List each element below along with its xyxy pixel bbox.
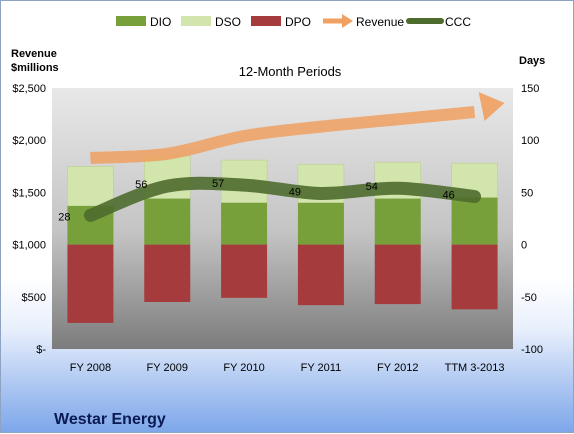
category-label: FY 2009 bbox=[147, 362, 188, 374]
ccc-data-label: 54 bbox=[366, 181, 378, 193]
ccc-line bbox=[83, 176, 482, 222]
left-axis-tick-label: $2,500 bbox=[12, 83, 46, 95]
left-axis-title-line2: $millions bbox=[11, 62, 59, 74]
left-axis-ticks: $- $500 $1,000 $1,500 $2,000 $2,500 bbox=[12, 83, 46, 356]
bar-dpo bbox=[67, 244, 114, 323]
legend-label-dpo: DPO bbox=[285, 15, 311, 29]
legend-swatch-dpo bbox=[251, 16, 281, 26]
company-name: Westar Energy bbox=[54, 411, 166, 428]
right-axis-tick-label: -50 bbox=[521, 292, 537, 304]
bar-dio bbox=[297, 202, 344, 245]
ccc-series: 28 56 57 49 54 46 bbox=[58, 176, 482, 223]
revenue-series bbox=[90, 92, 505, 164]
bar-dio bbox=[221, 202, 268, 245]
right-axis-tick-label: -100 bbox=[521, 344, 543, 356]
left-axis-tick-label: $- bbox=[36, 344, 46, 356]
left-axis-tick-label: $2,000 bbox=[12, 135, 46, 147]
legend-label-revenue: Revenue bbox=[356, 15, 404, 29]
bar-dpo bbox=[451, 244, 498, 310]
legend-swatch-dso bbox=[181, 16, 211, 26]
ccc-data-label: 56 bbox=[135, 179, 147, 191]
ccc-data-label: 46 bbox=[442, 190, 454, 202]
bar-dio bbox=[144, 198, 191, 245]
legend: DIO DSO DPO Revenue CCC bbox=[116, 14, 471, 29]
revenue-arrowhead bbox=[478, 92, 505, 122]
left-axis-title-line1: Revenue bbox=[11, 48, 57, 60]
ccc-data-label: 28 bbox=[58, 211, 70, 223]
category-label: FY 2011 bbox=[301, 362, 342, 374]
category-labels: FY 2008 FY 2009 FY 2010 FY 2011 FY 2012 TTM 3… bbox=[70, 362, 505, 374]
left-axis-tick-label: $1,000 bbox=[12, 240, 46, 252]
right-axis-tick-label: 50 bbox=[521, 187, 533, 199]
legend-label-ccc: CCC bbox=[445, 15, 471, 29]
revenue-line bbox=[90, 106, 476, 164]
category-label: FY 2010 bbox=[223, 362, 264, 374]
bar-dio bbox=[451, 197, 498, 245]
chart-subtitle: 12-Month Periods bbox=[239, 64, 342, 79]
bar-dpo bbox=[374, 244, 421, 305]
bar-dio bbox=[374, 198, 421, 245]
left-axis-tick-label: $1,500 bbox=[12, 187, 46, 199]
right-axis-tick-label: 100 bbox=[521, 135, 539, 147]
legend-swatch-dio bbox=[116, 16, 146, 26]
legend-swatch-revenue bbox=[323, 14, 353, 28]
right-axis-tick-label: 150 bbox=[521, 83, 539, 95]
bar-dso bbox=[67, 166, 114, 207]
bar-dpo bbox=[144, 244, 191, 303]
category-label: TTM 3-2013 bbox=[445, 362, 505, 374]
bar-dpo bbox=[297, 244, 344, 306]
category-label: FY 2012 bbox=[377, 362, 418, 374]
legend-label-dio: DIO bbox=[150, 15, 171, 29]
ccc-data-label: 57 bbox=[212, 178, 224, 190]
ccc-data-label: 49 bbox=[289, 186, 301, 198]
bar-dpo bbox=[221, 244, 268, 298]
category-label: FY 2008 bbox=[70, 362, 111, 374]
right-axis-tick-label: 0 bbox=[521, 240, 527, 252]
right-axis-title: Days bbox=[519, 55, 545, 67]
right-axis-ticks: -100 -50 0 50 100 150 bbox=[521, 83, 543, 356]
left-axis-tick-label: $500 bbox=[22, 292, 46, 304]
legend-label-dso: DSO bbox=[215, 15, 241, 29]
